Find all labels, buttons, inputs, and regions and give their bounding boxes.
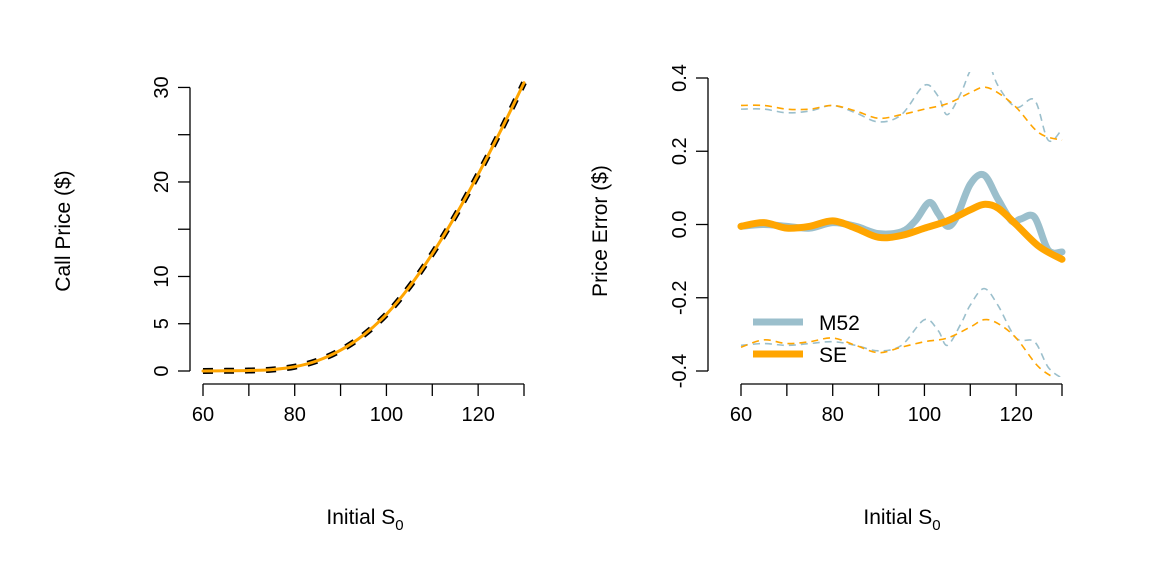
legend: M52 SE — [753, 312, 860, 367]
series-group — [737, 72, 1066, 377]
series-line-model — [201, 81, 526, 373]
y-tick-label: -0.2 — [669, 281, 691, 315]
series-line-se — [737, 200, 1066, 263]
series-band-upper-2 — [740, 72, 1063, 143]
y-tick-label: 30 — [151, 76, 173, 98]
x-axis-label-main: Initial S — [326, 506, 395, 529]
y-tick-label: 20 — [151, 171, 173, 193]
right-panel-price-error: 60 80 100 120 -0.4 -0.2 0.0 0.2 0.4 Price Error (… — [589, 64, 1066, 534]
y-tick-label: 0 — [151, 365, 173, 376]
x-tick-label: 120 — [999, 404, 1032, 426]
x-tick-label: 100 — [908, 404, 941, 426]
series-line-reference-dashed — [202, 81, 527, 374]
x-tick-label: 100 — [370, 404, 403, 426]
x-tick-label: 120 — [461, 404, 494, 426]
y-tick-label: 5 — [151, 318, 173, 329]
series-band-lower-5 — [740, 318, 1055, 377]
x-axis-label-subscript: 0 — [395, 517, 403, 534]
y-tick-label: 0.2 — [669, 137, 691, 165]
y-axis-label: Price Error ($) — [589, 165, 612, 297]
x-axis-label: Initial S0 — [326, 506, 403, 534]
x-tick-label: 80 — [822, 404, 844, 426]
series-band-lower-4 — [740, 287, 1062, 377]
series-line-m52 — [737, 170, 1066, 257]
x-tick-label: 60 — [730, 404, 752, 426]
x-axis-label-subscript: 0 — [932, 517, 940, 534]
y-tick-label: 10 — [151, 265, 173, 287]
x-tick-label: 80 — [284, 404, 306, 426]
y-tick-label: 0.0 — [669, 211, 691, 239]
y-axis-label: Call Price ($) — [52, 170, 75, 291]
legend-label-se: SE — [819, 344, 847, 367]
x-axis-label-main: Initial S — [863, 506, 932, 529]
y-tick-label: 0.4 — [669, 64, 691, 92]
left-panel-call-price: 60 80 100 120 0 5 10 20 30 Call Price ($) Initial … — [52, 76, 527, 534]
legend-label-m52: M52 — [819, 312, 860, 335]
series-band-upper-3 — [740, 86, 1063, 142]
y-tick-label: -0.4 — [669, 354, 691, 388]
x-tick-label: 60 — [192, 404, 214, 426]
series-group — [201, 81, 527, 374]
x-axis-label: Initial S0 — [863, 506, 940, 534]
